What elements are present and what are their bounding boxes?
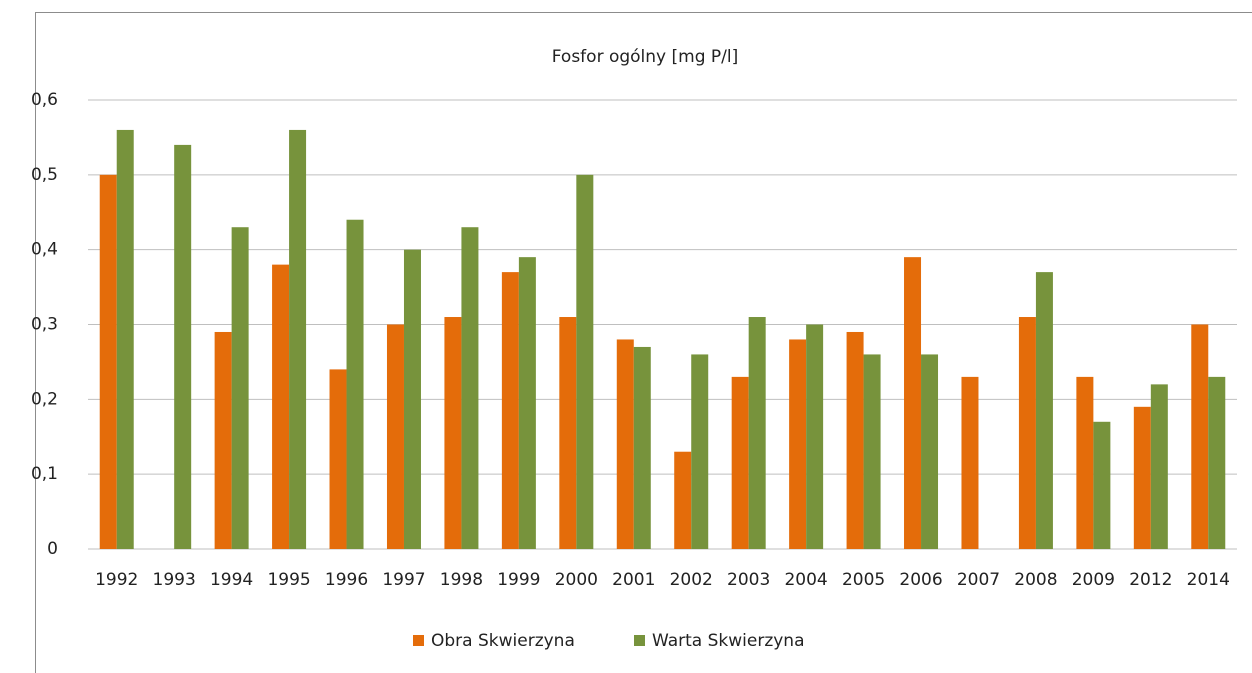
y-tick-label: 0,1: [31, 464, 58, 484]
x-tick-label: 1996: [325, 570, 368, 590]
bar: [444, 317, 462, 549]
x-tick-label: 2008: [1014, 570, 1057, 590]
x-tick-label: 2009: [1072, 570, 1115, 590]
bar: [1208, 376, 1226, 549]
bar: [921, 354, 939, 549]
x-tick-label: 2014: [1187, 570, 1230, 590]
y-tick-label: 0,5: [31, 165, 58, 185]
x-tick-label: 1992: [95, 570, 138, 590]
x-tick-label: 2006: [899, 570, 942, 590]
x-tick-label: 2007: [957, 570, 1000, 590]
bar: [1035, 272, 1053, 549]
chart-frame: [35, 12, 1252, 673]
bar: [501, 272, 519, 549]
bar: [1076, 376, 1094, 549]
x-tick-label: 1998: [440, 570, 483, 590]
x-tick-label: 1993: [153, 570, 196, 590]
legend-label: Obra Skwierzyna: [431, 631, 575, 651]
chart-title: Fosfor ogólny [mg P/l]: [552, 47, 739, 67]
bar: [1150, 384, 1168, 549]
bar: [863, 354, 881, 549]
bar: [904, 257, 922, 549]
x-tick-label: 1997: [382, 570, 425, 590]
bar: [748, 317, 766, 549]
legend-swatch: [634, 635, 645, 646]
bar: [116, 129, 134, 549]
x-tick-label: 2003: [727, 570, 770, 590]
bar: [806, 324, 824, 549]
bar: [576, 174, 594, 550]
bar: [174, 144, 192, 549]
legend-swatch: [413, 635, 424, 646]
bar: [272, 264, 290, 549]
bar: [346, 219, 364, 549]
x-tick-label: 1999: [497, 570, 540, 590]
bar: [461, 227, 479, 549]
bar: [403, 249, 421, 549]
bar: [518, 257, 536, 549]
bar: [289, 129, 307, 549]
bar: [789, 339, 807, 549]
y-tick-label: 0,6: [31, 90, 58, 110]
x-tick-label: 2000: [555, 570, 598, 590]
bar: [231, 227, 249, 549]
bar: [616, 339, 634, 549]
x-tick-label: 2005: [842, 570, 885, 590]
y-tick-label: 0,2: [31, 389, 58, 409]
y-tick-label: 0,3: [31, 315, 58, 335]
bar: [1018, 317, 1036, 549]
x-tick-label: 2001: [612, 570, 655, 590]
legend-label: Warta Skwierzyna: [652, 631, 805, 651]
bar: [99, 174, 117, 550]
y-tick-label: 0: [47, 539, 58, 559]
bar: [386, 324, 404, 549]
bar: [731, 376, 749, 549]
bar: [1133, 406, 1151, 549]
bar: [1093, 421, 1111, 549]
x-tick-label: 1995: [267, 570, 310, 590]
bar: [633, 346, 651, 549]
x-tick-label: 2012: [1129, 570, 1172, 590]
bar: [329, 369, 347, 549]
bar: [961, 376, 979, 549]
bar: [559, 317, 577, 549]
x-tick-label: 2002: [670, 570, 713, 590]
bar: [214, 331, 232, 549]
bar: [674, 451, 692, 549]
x-tick-label: 1994: [210, 570, 253, 590]
x-tick-label: 2004: [784, 570, 827, 590]
bar: [1191, 324, 1209, 549]
bar: [691, 354, 709, 549]
y-tick-label: 0,4: [31, 240, 58, 260]
bar: [846, 331, 864, 549]
